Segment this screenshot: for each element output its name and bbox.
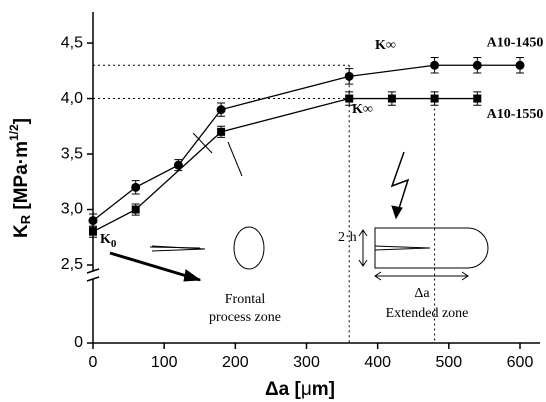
k-inf-label: K∞ bbox=[352, 102, 373, 117]
k0-label: K0 bbox=[100, 232, 117, 249]
two-h-label: 2·h bbox=[338, 230, 357, 245]
y-tick-label: 4,0 bbox=[61, 90, 83, 107]
extended-zone bbox=[374, 227, 489, 269]
pointer-arrows bbox=[192, 132, 243, 177]
y-tick-label: 4,5 bbox=[61, 34, 83, 51]
x-tick-label: 100 bbox=[151, 354, 178, 371]
process-zone bbox=[233, 226, 265, 270]
x-tick-label: 400 bbox=[364, 354, 391, 371]
data-point bbox=[217, 127, 226, 136]
y-tick-label: 3,5 bbox=[61, 145, 83, 162]
data-point bbox=[131, 205, 140, 214]
load-arrowhead bbox=[391, 205, 403, 220]
data-point bbox=[344, 71, 354, 81]
data-point bbox=[345, 94, 354, 103]
k0-arrowhead bbox=[183, 269, 202, 282]
crack-tip bbox=[151, 245, 206, 252]
x-tick-label: 200 bbox=[222, 354, 249, 371]
k-inf-label: K∞ bbox=[375, 38, 396, 53]
x-axis-label: Δa [μm] bbox=[265, 379, 335, 400]
data-point bbox=[88, 216, 98, 226]
load-arrow bbox=[390, 151, 410, 219]
data-point bbox=[430, 94, 439, 103]
data-point bbox=[515, 60, 525, 70]
data-point bbox=[216, 105, 226, 115]
x-tick-label: 0 bbox=[89, 354, 98, 371]
data-point bbox=[430, 60, 440, 70]
data-point bbox=[473, 94, 482, 103]
extended-label: Extended zone bbox=[386, 306, 469, 321]
y-tick-label: 0 bbox=[74, 334, 83, 351]
series-line bbox=[92, 97, 478, 233]
data-point bbox=[387, 94, 396, 103]
legend-label: A10-1550 bbox=[487, 107, 544, 122]
data-point bbox=[173, 160, 183, 170]
y-tick-label: 2,5 bbox=[61, 256, 83, 273]
legend-label: A10-1450 bbox=[487, 35, 544, 50]
x-tick-label: 600 bbox=[507, 354, 534, 371]
series-line bbox=[92, 64, 520, 222]
data-point bbox=[131, 182, 141, 192]
y-axis-label: KR [MPa·m1/2] bbox=[7, 118, 33, 238]
data-point bbox=[89, 227, 97, 236]
x-tick-label: 300 bbox=[293, 354, 320, 371]
frontal-label: process zone bbox=[209, 310, 281, 325]
crack bbox=[374, 245, 431, 251]
axis-break bbox=[86, 268, 100, 282]
y-tick-label: 3,0 bbox=[61, 201, 83, 218]
delta-a-label: Δa bbox=[414, 286, 430, 301]
x-tick-label: 500 bbox=[435, 354, 462, 371]
data-point bbox=[472, 60, 482, 70]
diagram bbox=[109, 132, 489, 282]
frontal-label: Frontal bbox=[225, 292, 266, 307]
h-arrow bbox=[358, 229, 368, 267]
da-arrow bbox=[374, 271, 469, 281]
